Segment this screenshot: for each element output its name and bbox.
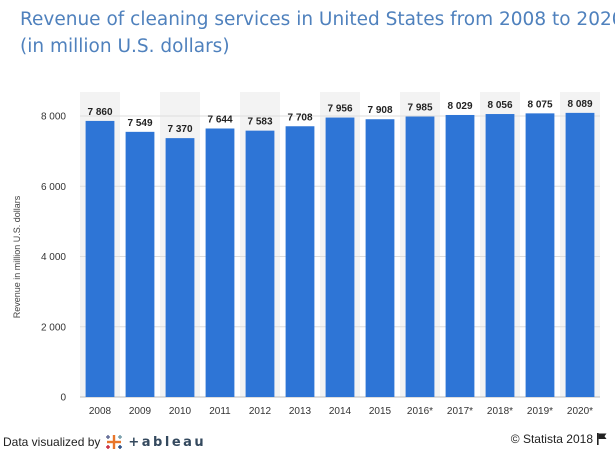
footer-credit: Data visualized by +ableau <box>3 432 206 452</box>
bar[interactable] <box>325 117 355 397</box>
bar[interactable] <box>525 113 555 397</box>
x-tick-label: 2019* <box>527 406 553 417</box>
x-tick-label: 2018* <box>487 406 513 417</box>
x-tick-label: 2014 <box>329 406 352 417</box>
data-labels: 7 860 7 549 7 370 7 644 7 583 7 708 7 956 7 908… <box>87 99 592 135</box>
x-tick-label: 2008 <box>89 406 112 417</box>
tableau-logo[interactable]: +ableau <box>104 432 206 452</box>
bar[interactable] <box>405 116 435 397</box>
flag-icon[interactable] <box>597 433 607 445</box>
data-label: 8 089 <box>567 99 592 110</box>
data-label: 7 370 <box>167 124 192 135</box>
chart-title: Revenue of cleaning services in United S… <box>20 6 615 60</box>
data-label: 7 708 <box>287 112 312 123</box>
x-tick-label: 2020* <box>567 406 593 417</box>
bar[interactable] <box>125 131 155 397</box>
data-label: 7 985 <box>407 103 432 114</box>
x-tick-labels: 2008 2009 2010 2011 2012 2013 2014 2015 2016* 201… <box>89 406 593 417</box>
data-label: 8 075 <box>527 99 552 110</box>
footer-credit-text: Data visualized by <box>3 435 101 449</box>
x-tick-label: 2010 <box>169 406 192 417</box>
data-label: 7 583 <box>247 117 272 128</box>
footer-copyright: © Statista 2018 <box>511 432 607 446</box>
x-tick-label: 2015 <box>369 406 392 417</box>
y-tick-label: 0 <box>60 393 66 404</box>
chart-title-line-2: (in million U.S. dollars) <box>20 36 230 57</box>
tableau-wordmark: +ableau <box>128 434 207 450</box>
data-label: 7 956 <box>327 104 352 115</box>
x-tick-label: 2017* <box>447 406 473 417</box>
tableau-plus-icon <box>106 435 123 449</box>
bar[interactable] <box>245 130 275 397</box>
data-label: 7 860 <box>87 107 112 118</box>
y-tick-label: 2 000 <box>41 322 66 333</box>
data-label: 7 908 <box>367 105 392 116</box>
chart-title-line-1: Revenue of cleaning services in United S… <box>20 9 615 30</box>
bar[interactable] <box>285 126 315 397</box>
data-label: 8 056 <box>487 100 512 111</box>
bar[interactable] <box>445 114 475 397</box>
y-tick-label: 6 000 <box>41 182 66 193</box>
copyright-text[interactable]: © Statista 2018 <box>510 432 593 446</box>
x-tick-label: 2009 <box>129 406 152 417</box>
bar[interactable] <box>85 120 115 397</box>
bar[interactable] <box>565 112 595 398</box>
x-tick-label: 2013 <box>289 406 312 417</box>
x-tick-label: 2012 <box>249 406 272 417</box>
x-tick-label: 2016* <box>407 406 433 417</box>
bar[interactable] <box>485 114 515 398</box>
bar[interactable] <box>365 119 395 397</box>
bars <box>85 112 595 398</box>
bar[interactable] <box>205 128 235 397</box>
y-axis-label: Revenue in million U.S. dollars <box>12 195 22 318</box>
y-tick-labels: 0 2 000 4 000 6 000 8 000 <box>41 112 66 404</box>
data-label: 8 029 <box>447 101 472 112</box>
data-label: 7 644 <box>207 115 232 126</box>
y-tick-label: 4 000 <box>41 252 66 263</box>
bar[interactable] <box>165 138 195 397</box>
y-tick-label: 8 000 <box>41 112 66 123</box>
x-tick-label: 2011 <box>209 406 231 417</box>
data-label: 7 549 <box>127 118 152 129</box>
